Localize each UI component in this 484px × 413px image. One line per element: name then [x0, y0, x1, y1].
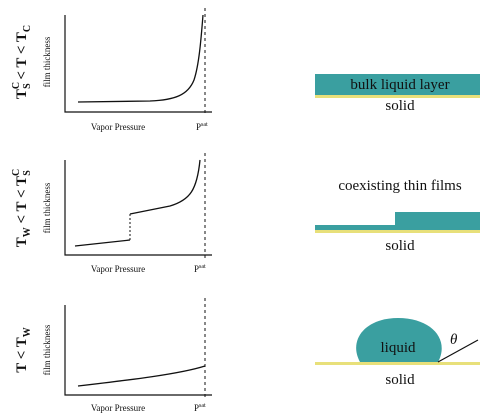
label-sup: C	[11, 169, 22, 176]
caption: solid	[385, 238, 415, 254]
label-part: T < T	[14, 337, 30, 373]
marker-sup: sat	[199, 264, 206, 270]
caption: liquid	[380, 340, 416, 356]
x-axis-label: Vapor Pressure	[91, 122, 145, 132]
axes	[65, 15, 212, 112]
axes	[65, 160, 212, 255]
row-label: T < TW	[14, 327, 33, 373]
label-part: < T < T	[14, 176, 30, 227]
row-label: TCS < T < TC	[11, 25, 33, 99]
marker-sup: sat	[201, 122, 208, 128]
caption: bulk liquid layer	[350, 77, 449, 93]
y-axis-label: film thickness	[42, 36, 52, 87]
thin-film	[315, 225, 395, 230]
label-part: < T < T	[14, 32, 30, 83]
curve	[78, 15, 203, 102]
x-axis-label: Vapor Pressure	[91, 264, 145, 274]
axes	[65, 305, 212, 395]
panel: T < TW film thickness Vapor Pressure Psa…	[14, 298, 480, 413]
caption: coexisting thin films	[338, 178, 461, 194]
solid-surface	[315, 362, 480, 365]
x-marker: Psat	[196, 122, 208, 132]
thick-film	[395, 212, 480, 230]
solid-surface	[315, 230, 480, 233]
label-sub: S	[22, 170, 33, 176]
diagram: TCS < T < TC film thickness Vapor Pressu…	[0, 0, 484, 413]
label-part: T	[14, 237, 30, 247]
row-label: TW < T < TCS	[11, 169, 33, 248]
label-sub: W	[22, 327, 33, 337]
tangent	[438, 340, 478, 362]
curve	[78, 366, 205, 386]
label-sub: C	[22, 25, 33, 32]
label-part: T	[14, 89, 30, 99]
curve	[75, 240, 130, 246]
angle-label: θ	[450, 332, 458, 348]
caption: solid	[385, 98, 415, 114]
caption: solid	[385, 372, 415, 388]
panel: TW < T < TCS film thickness Vapor Pressu…	[11, 153, 480, 274]
x-marker: Psat	[194, 403, 206, 413]
x-axis-label: Vapor Pressure	[91, 403, 145, 413]
y-axis-label: film thickness	[42, 182, 52, 233]
panel: TCS < T < TC film thickness Vapor Pressu…	[11, 8, 480, 132]
label-sub: W	[22, 227, 33, 237]
x-marker: Psat	[194, 264, 206, 274]
y-axis-label: film thickness	[42, 324, 52, 375]
marker-sup: sat	[199, 403, 206, 409]
curve	[130, 160, 200, 214]
